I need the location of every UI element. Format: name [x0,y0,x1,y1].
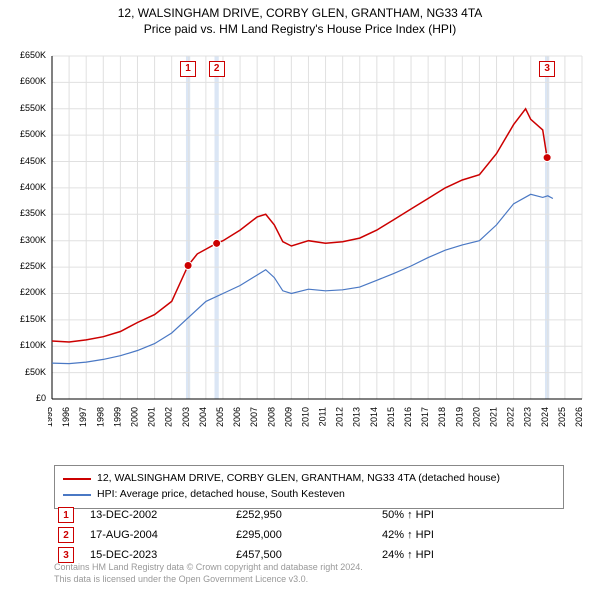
transaction-marker: 2 [58,527,74,543]
svg-text:2026: 2026 [574,407,584,427]
svg-text:2020: 2020 [471,407,481,427]
transaction-delta: 50% ↑ HPI [378,505,446,525]
legend-row-property: 12, WALSINGHAM DRIVE, CORBY GLEN, GRANTH… [63,471,555,487]
svg-text:1998: 1998 [95,407,105,427]
legend-swatch-hpi [63,494,91,496]
chart-marker-2: 2 [209,61,225,77]
svg-text:2013: 2013 [352,407,362,427]
transaction-marker: 1 [58,507,74,523]
ytick-label: £250K [20,261,46,271]
transaction-price: £295,000 [232,525,378,545]
svg-text:2016: 2016 [403,407,413,427]
transaction-delta: 24% ↑ HPI [378,545,446,565]
footer-note: Contains HM Land Registry data © Crown c… [54,562,363,585]
svg-text:2015: 2015 [386,407,396,427]
legend-box: 12, WALSINGHAM DRIVE, CORBY GLEN, GRANTH… [54,465,564,509]
ytick-label: £0 [36,393,46,403]
ytick-label: £600K [20,76,46,86]
transaction-date: 13-DEC-2002 [86,505,232,525]
transaction-date: 17-AUG-2004 [86,525,232,545]
chart-container: 12, WALSINGHAM DRIVE, CORBY GLEN, GRANTH… [0,0,600,590]
title-sub: Price paid vs. HM Land Registry's House … [0,20,600,36]
svg-text:2025: 2025 [557,407,567,427]
chart-area: 1995 1996 1997 1998 1999 2000 2001 2002 2003 2004… [48,50,588,435]
transaction-row: 2 17-AUG-2004£295,00042% ↑ HPI [54,525,446,545]
legend-label-hpi: HPI: Average price, detached house, Sout… [97,487,345,503]
ytick-label: £300K [20,235,46,245]
transaction-delta: 42% ↑ HPI [378,525,446,545]
chart-svg: 1995 1996 1997 1998 1999 2000 2001 2002 2003 2004… [48,50,588,435]
svg-text:2018: 2018 [437,407,447,427]
title-main: 12, WALSINGHAM DRIVE, CORBY GLEN, GRANTH… [0,0,600,20]
legend-row-hpi: HPI: Average price, detached house, Sout… [63,487,555,503]
svg-text:2012: 2012 [335,407,345,427]
transaction-row: 1 13-DEC-2002£252,95050% ↑ HPI [54,505,446,525]
transaction-table: 1 13-DEC-2002£252,95050% ↑ HPI 2 17-AUG-200… [54,505,446,565]
svg-text:2017: 2017 [420,407,430,427]
footer-line2: This data is licensed under the Open Gov… [54,574,363,586]
transaction-price: £252,950 [232,505,378,525]
svg-text:2007: 2007 [249,407,259,427]
svg-text:2019: 2019 [454,407,464,427]
ytick-label: £550K [20,103,46,113]
svg-text:2009: 2009 [283,407,293,427]
svg-text:1997: 1997 [78,407,88,427]
chart-marker-3: 3 [539,61,555,77]
svg-text:2001: 2001 [147,407,157,427]
ytick-label: £500K [20,129,46,139]
svg-text:2004: 2004 [198,407,208,427]
chart-marker-1: 1 [180,61,196,77]
ytick-label: £350K [20,208,46,218]
ytick-label: £200K [20,287,46,297]
svg-text:2010: 2010 [300,407,310,427]
ytick-label: £50K [25,367,46,377]
svg-text:1999: 1999 [112,407,122,427]
transaction-marker: 3 [58,547,74,563]
svg-text:2005: 2005 [215,407,225,427]
ytick-label: £400K [20,182,46,192]
svg-text:1996: 1996 [61,407,71,427]
ytick-label: £650K [20,50,46,60]
svg-text:2006: 2006 [232,407,242,427]
svg-text:2014: 2014 [369,407,379,427]
svg-text:2002: 2002 [164,407,174,427]
footer-line1: Contains HM Land Registry data © Crown c… [54,562,363,574]
svg-text:2024: 2024 [540,407,550,427]
legend-swatch-property [63,478,91,480]
svg-text:2022: 2022 [506,407,516,427]
svg-text:2021: 2021 [489,407,499,427]
ytick-label: £150K [20,314,46,324]
svg-text:2011: 2011 [318,407,328,426]
ytick-label: £100K [20,340,46,350]
svg-text:2023: 2023 [523,407,533,427]
svg-text:2008: 2008 [266,407,276,427]
ytick-label: £450K [20,156,46,166]
svg-text:1995: 1995 [48,407,54,427]
legend-label-property: 12, WALSINGHAM DRIVE, CORBY GLEN, GRANTH… [97,471,500,487]
svg-text:2000: 2000 [129,407,139,427]
svg-text:2003: 2003 [181,407,191,427]
